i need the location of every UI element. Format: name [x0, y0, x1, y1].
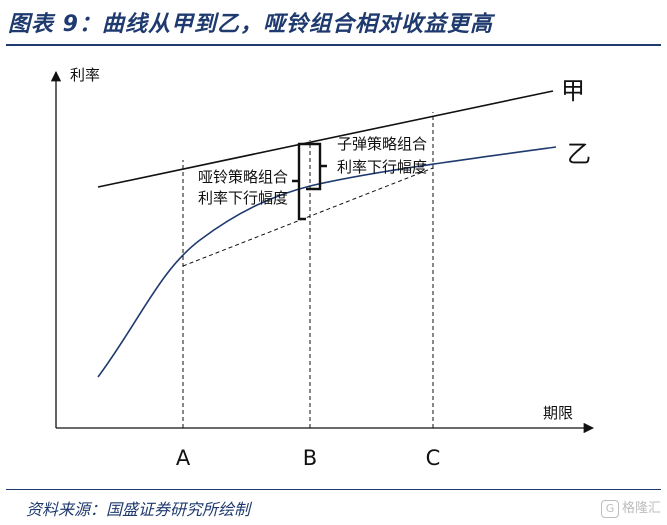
tick-label-c: C: [426, 446, 441, 470]
tick-label-a: A: [176, 446, 191, 470]
watermark-logo-icon: G: [600, 499, 619, 518]
watermark: G 格隆汇: [600, 497, 661, 518]
curve-jia: [97, 90, 554, 188]
y-axis-label: 利率: [70, 66, 100, 84]
annotation-barbell-line2: 利率下行幅度: [198, 189, 288, 207]
annotation-barbell-line1: 哑铃策略组合: [198, 168, 288, 186]
x-axis-label: 期限: [543, 404, 573, 422]
source-note: 资料来源：国盛证券研究所绘制: [26, 500, 251, 519]
tick-label-b: B: [303, 446, 317, 470]
barbell-chord: [182, 167, 434, 267]
title-divider: [6, 44, 661, 46]
curve-yi-label: 乙: [567, 140, 591, 168]
footer-divider: [6, 489, 661, 490]
annotation-bullet-line1: 子弹策略组合: [337, 135, 427, 153]
figure-title: 图表 9：曲线从甲到乙，哑铃组合相对收益更高: [8, 12, 493, 37]
curve-yi: [97, 146, 557, 378]
bullet-bracket: [306, 142, 327, 191]
curve-jia-label: 甲: [561, 77, 585, 105]
watermark-text: 格隆汇: [621, 501, 661, 516]
annotation-bullet-line2: 利率下行幅度: [337, 158, 427, 176]
barbell-bracket: [292, 142, 306, 221]
